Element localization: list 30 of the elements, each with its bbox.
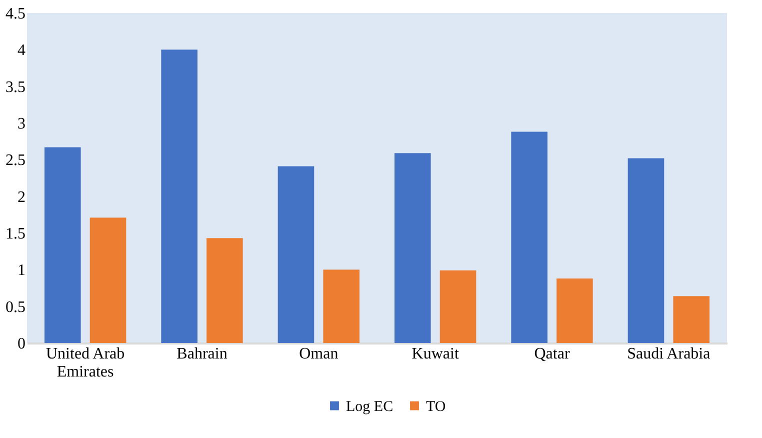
y-tick-label: 2.5 xyxy=(6,152,26,170)
bar xyxy=(673,296,710,343)
x-tick-label: Qatar xyxy=(534,346,570,362)
x-tick-label: Kuwait xyxy=(412,346,460,362)
y-tick-label: 3.5 xyxy=(6,78,26,96)
bar xyxy=(628,158,664,343)
y-tick-label: 2 xyxy=(18,188,26,206)
y-tick-label: 0 xyxy=(18,336,26,352)
bar xyxy=(323,270,360,343)
bar xyxy=(440,270,476,343)
x-tick-label: United Arab Emirates xyxy=(46,346,125,380)
x-tick-label: Saudi Arabia xyxy=(627,346,710,362)
y-tick-label: 1 xyxy=(18,262,26,280)
bar xyxy=(90,218,126,343)
bar xyxy=(511,132,548,343)
legend-label: Log EC xyxy=(346,398,394,415)
y-tick-label: 1.5 xyxy=(6,226,26,242)
y-tick-label: 4 xyxy=(18,42,26,60)
bar xyxy=(556,278,593,343)
legend-label: TO xyxy=(426,398,446,415)
y-tick-label: 3 xyxy=(18,116,26,132)
bar xyxy=(44,147,81,343)
x-tick-label: Bahrain xyxy=(176,346,228,362)
y-tick-label: 4.5 xyxy=(6,6,26,22)
x-tick-label: Oman xyxy=(299,346,338,362)
bar xyxy=(394,153,431,343)
bar xyxy=(278,166,314,343)
bar xyxy=(206,238,243,343)
bar xyxy=(161,50,198,343)
y-tick-label: 0.5 xyxy=(6,298,26,316)
